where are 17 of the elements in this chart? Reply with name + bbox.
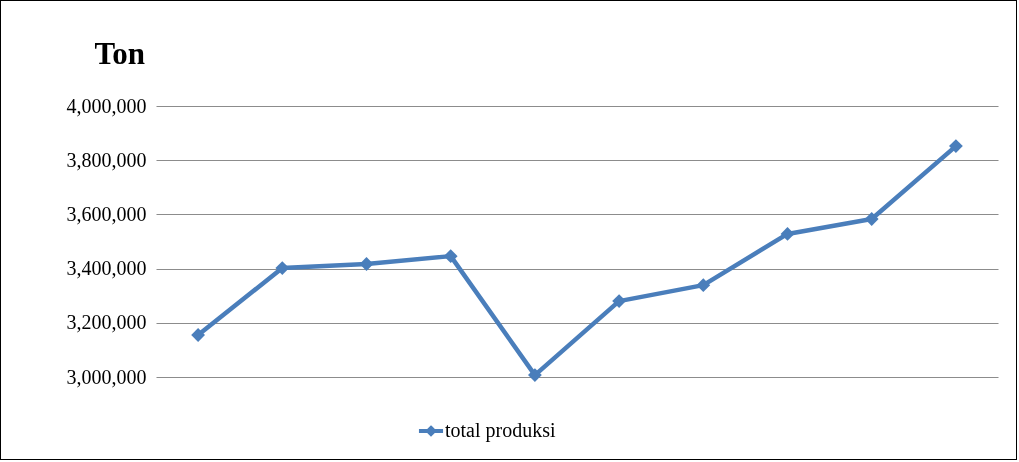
y-tick-label: 3,800,000: [66, 148, 147, 171]
y-tick-label: 3,400,000: [66, 257, 147, 280]
y-tick-label: 3,000,000: [66, 365, 147, 388]
point: [949, 139, 963, 153]
legend-label: total produksi: [445, 419, 556, 442]
y-tick-label: 4,000,000: [66, 94, 147, 117]
point: [780, 227, 795, 241]
y-tick-label: 3,600,000: [66, 202, 147, 225]
y-tick-label: 3,200,000: [66, 311, 147, 334]
y-axis-title: Ton: [94, 35, 146, 71]
point: [696, 278, 711, 293]
point: [528, 368, 542, 382]
point: [359, 257, 374, 271]
point: [612, 294, 626, 309]
point: [443, 249, 458, 264]
point: [191, 328, 205, 342]
point: [864, 212, 879, 226]
